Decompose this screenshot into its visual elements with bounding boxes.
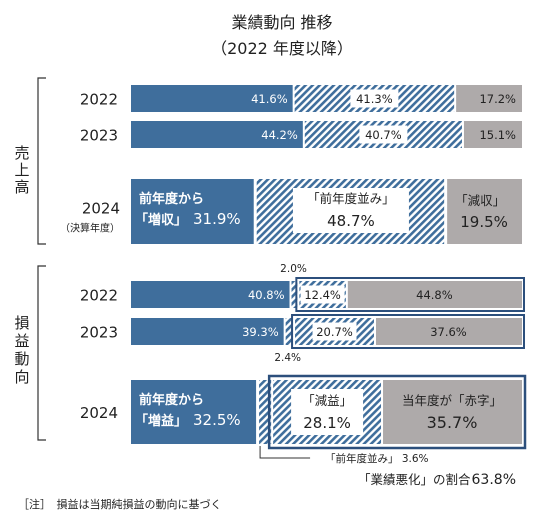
worsening-value: 63.8% (472, 472, 516, 488)
year-label: 2022 (80, 287, 118, 305)
bar-deficit (383, 380, 522, 444)
profit-group-label-char: 益 (14, 332, 29, 350)
flat-value: 48.7% (327, 212, 375, 230)
value-label-decrease: 12.4% (304, 288, 341, 302)
worsening-frame (267, 374, 527, 450)
bar-decrease (456, 85, 522, 112)
value-label-increase: 40.8% (248, 288, 285, 302)
worsening-frame (291, 314, 525, 349)
value-label-flat-box (359, 125, 408, 144)
bars-layer: 2022 41.6% 41.3% 17.2% 2023 44.2% 40.7% 15.1% 20… (60, 85, 527, 488)
decrease-value: 28.1% (303, 414, 351, 432)
sales-bracket (37, 77, 46, 245)
sales-group-label-char: 上 (14, 161, 29, 179)
increase-value: 31.9% (193, 210, 241, 228)
year-label: 2024 (80, 404, 118, 422)
year-note: （決算年度） (60, 222, 120, 235)
value-label-deficit: 44.8% (416, 288, 453, 302)
footnote: ［注］ 損益は当期純損益の動向に基づく (18, 497, 222, 511)
year-label: 2022 (80, 91, 118, 109)
bar-flat (291, 281, 298, 308)
sales-group-label-char: 高 (14, 178, 29, 196)
decrease-value: 19.5% (460, 213, 508, 231)
value-label-increase: 44.2% (261, 128, 298, 142)
year-label: 2023 (80, 324, 118, 342)
bar-increase (131, 281, 290, 308)
year-label: 2023 (80, 127, 118, 145)
profit-group-label-char: 向 (14, 368, 29, 386)
value-label-flat: 40.7% (365, 128, 402, 142)
bar-flat (285, 318, 294, 345)
bar-decrease (447, 179, 522, 244)
sales-group-label: 売上高 (14, 144, 29, 196)
increase-name: 「増収」 (135, 212, 187, 228)
profit-group-label-char: 動 (14, 350, 29, 368)
value-label-decrease: 20.7% (316, 325, 353, 339)
chart-subtitle: （2022 年度以降） (211, 39, 353, 58)
sales-group-label-char: 売 (14, 144, 29, 162)
flat-label-box (292, 188, 409, 233)
value-label-flat: 2.0% (280, 263, 307, 275)
worsening-frame (295, 277, 525, 312)
decrease-label-box (291, 389, 364, 435)
chart-title: 業績動向 推移 (231, 13, 332, 32)
value-label-decrease-box (300, 285, 345, 304)
bar-deficit (347, 281, 522, 308)
bar-increase (131, 318, 284, 345)
increase-value: 32.5% (193, 411, 241, 429)
profit-group-label-char: 損 (14, 314, 29, 332)
increase-caption: 前年度から (139, 191, 204, 207)
value-label-decrease: 15.1% (479, 128, 516, 142)
value-label-increase: 41.6% (251, 92, 288, 106)
bar-decrease (463, 121, 522, 148)
bar-deficit (375, 318, 522, 345)
year-label: 2024 (82, 200, 120, 218)
value-label-deficit: 37.6% (430, 325, 467, 339)
flat-note: 「前年度並み」 3.6% (325, 452, 429, 465)
value-label-flat: 41.3% (356, 92, 393, 106)
deficit-value: 35.7% (427, 413, 478, 432)
value-label-flat: 2.4% (274, 352, 301, 364)
flat-leader-line (259, 446, 311, 459)
value-label-decrease-box (312, 322, 357, 341)
increase-name: 「増益」 (135, 413, 187, 429)
bar-increase (131, 179, 254, 244)
worsening-label: 「業績悪化」の割合 (358, 472, 471, 487)
decrease-name: 「減収」 (455, 193, 505, 208)
increase-caption: 前年度から (139, 392, 204, 408)
bar-increase (131, 380, 257, 444)
profit-bracket (37, 265, 46, 441)
value-label-decrease: 17.2% (479, 92, 516, 106)
value-label-increase: 39.3% (242, 325, 279, 339)
bar-increase (131, 121, 303, 148)
value-label-flat-box (350, 89, 399, 108)
decrease-name: 「減益」 (302, 393, 352, 408)
deficit-name: 当年度が「赤字」 (402, 393, 502, 408)
bar-increase (131, 85, 293, 112)
flat-name: 「前年度並み」 (307, 191, 395, 206)
